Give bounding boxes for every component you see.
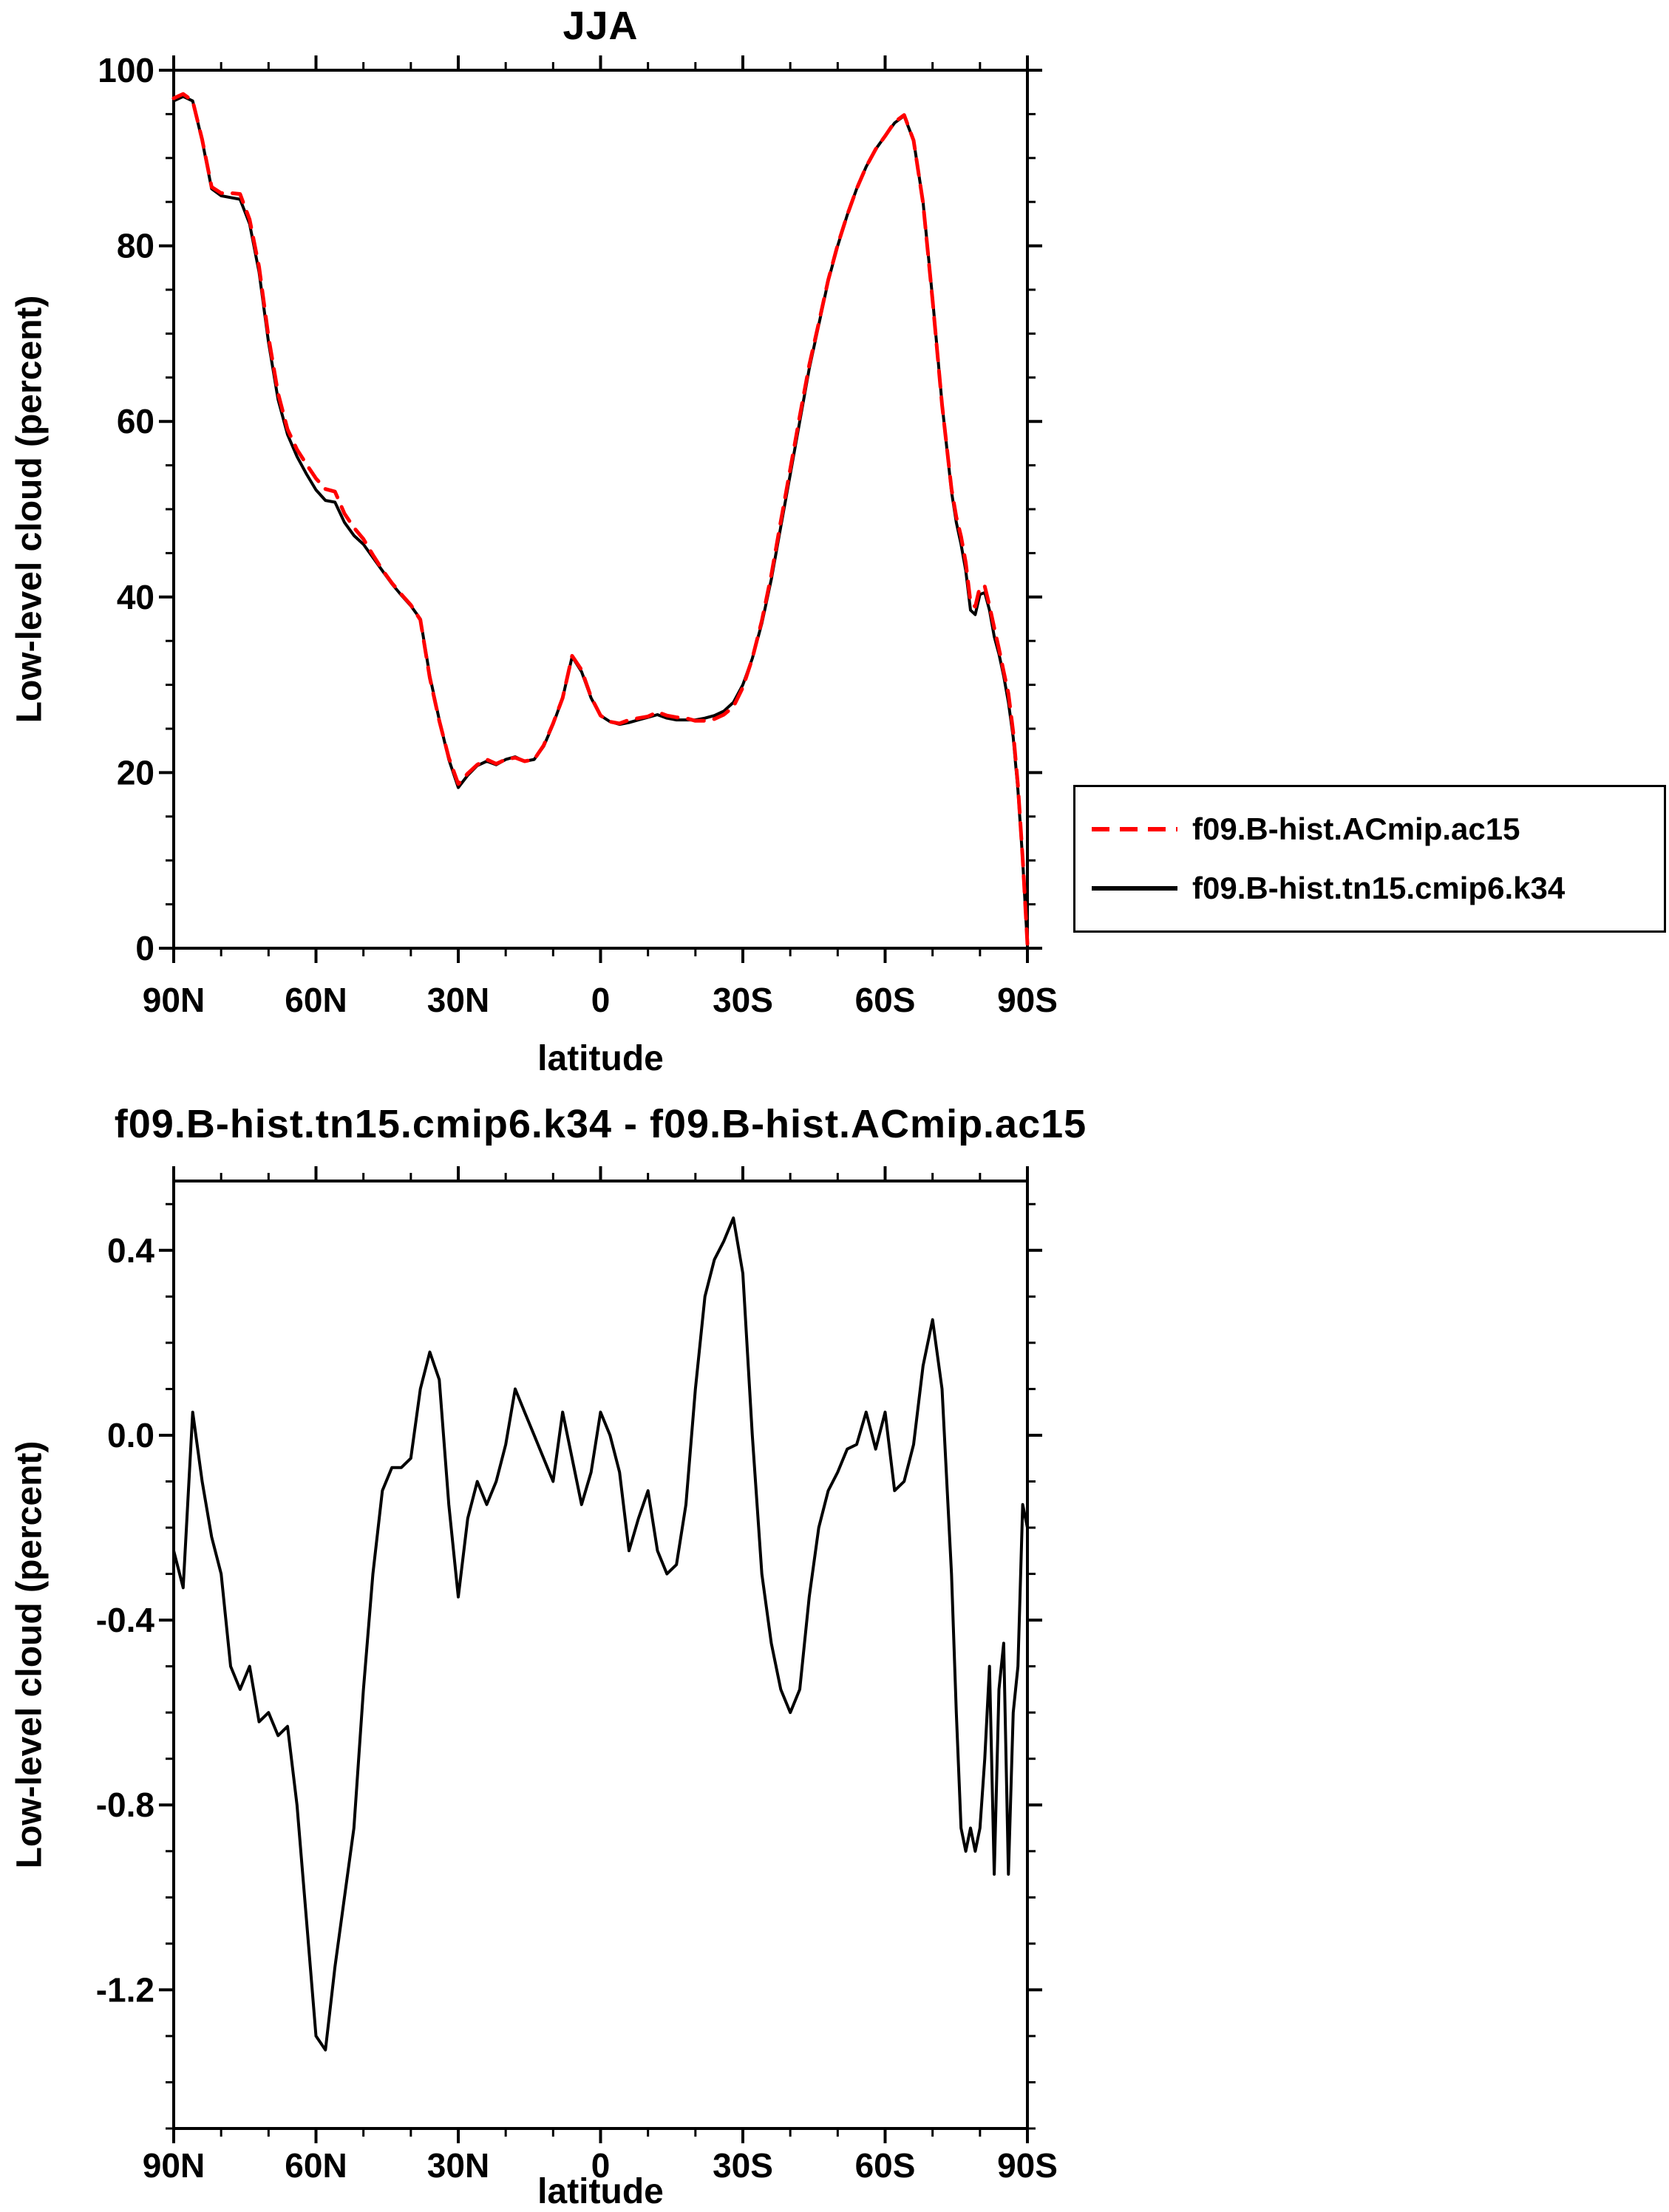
legend-entry-acmip: f09.B-hist.ACmip.ac15 xyxy=(1090,811,1664,847)
y-tick-label: 100 xyxy=(98,51,154,89)
top-chart-plot: 90N 60N 30N 0 30S 60S 90S 0 20 40 60 80 100 xyxy=(98,51,1058,1019)
top-chart-title: JJA xyxy=(562,4,639,48)
x-tick-label: 90S xyxy=(997,2146,1058,2185)
bottom-chart-plot: 90N 60N 30N 0 30S 60S 90S 0.4 0.0 -0.4 -0.8 -1.2 xyxy=(96,1166,1058,2185)
y-tick-label: 0 xyxy=(135,929,154,967)
x-tick-label: 60S xyxy=(855,2146,916,2185)
bottom-chart-ylabel: Low-level cloud (percent) xyxy=(10,1440,50,1869)
y-tick-label: 60 xyxy=(117,402,154,440)
y-tick-label: 0.4 xyxy=(107,1231,154,1270)
top-chart-ylabel: Low-level cloud (percent) xyxy=(10,295,50,724)
y-tick-label: 20 xyxy=(117,753,154,792)
y-tick-label: 40 xyxy=(117,578,154,616)
x-tick-label: 90N xyxy=(143,981,205,1019)
y-tick-label: 0.0 xyxy=(107,1416,154,1454)
axis-frame xyxy=(172,1180,1029,2130)
x-tick-label: 30S xyxy=(713,2146,773,2185)
bottom-chart-xlabel: latitude xyxy=(537,2172,664,2211)
y-tick-label: -0.8 xyxy=(96,1786,154,1824)
series-line-solid xyxy=(172,1216,1029,2052)
x-tick-label: 90N xyxy=(143,2146,205,2185)
x-tick-label: 90S xyxy=(997,981,1058,1019)
legend-label-tn15: f09.B-hist.tn15.cmip6.k34 xyxy=(1192,871,1566,906)
y-tick-label: 80 xyxy=(117,227,154,265)
red-dashed-line-icon xyxy=(1092,826,1177,831)
x-tick-label: 0 xyxy=(591,2146,611,2185)
series-line-dashed xyxy=(171,92,1030,946)
x-tick-label: 60N xyxy=(285,981,347,1019)
legend-label-acmip: f09.B-hist.ACmip.ac15 xyxy=(1192,811,1520,846)
top-chart-xlabel: latitude xyxy=(537,1039,664,1078)
x-tick-label: 30S xyxy=(713,981,773,1019)
y-tick-label: -1.2 xyxy=(96,1970,154,2009)
x-tick-label: 0 xyxy=(591,981,611,1019)
series-line-solid xyxy=(172,95,1029,947)
legend-entry-tn15: f09.B-hist.tn15.cmip6.k34 xyxy=(1090,871,1664,906)
x-tick-label: 60N xyxy=(285,2146,347,2185)
x-tick-label: 60S xyxy=(855,981,916,1019)
y-tick-label: -0.4 xyxy=(96,1601,155,1639)
black-solid-line-icon xyxy=(1092,886,1177,891)
legend: f09.B-hist.ACmip.ac15 f09.B-hist.tn15.cm… xyxy=(1073,785,1666,933)
bottom-chart-title: f09.B-hist.tn15.cmip6.k34 - f09.B-hist.A… xyxy=(114,1102,1087,1146)
x-tick-label: 30N xyxy=(427,981,489,1019)
axis-frame xyxy=(172,69,1029,950)
x-tick-label: 30N xyxy=(427,2146,489,2185)
